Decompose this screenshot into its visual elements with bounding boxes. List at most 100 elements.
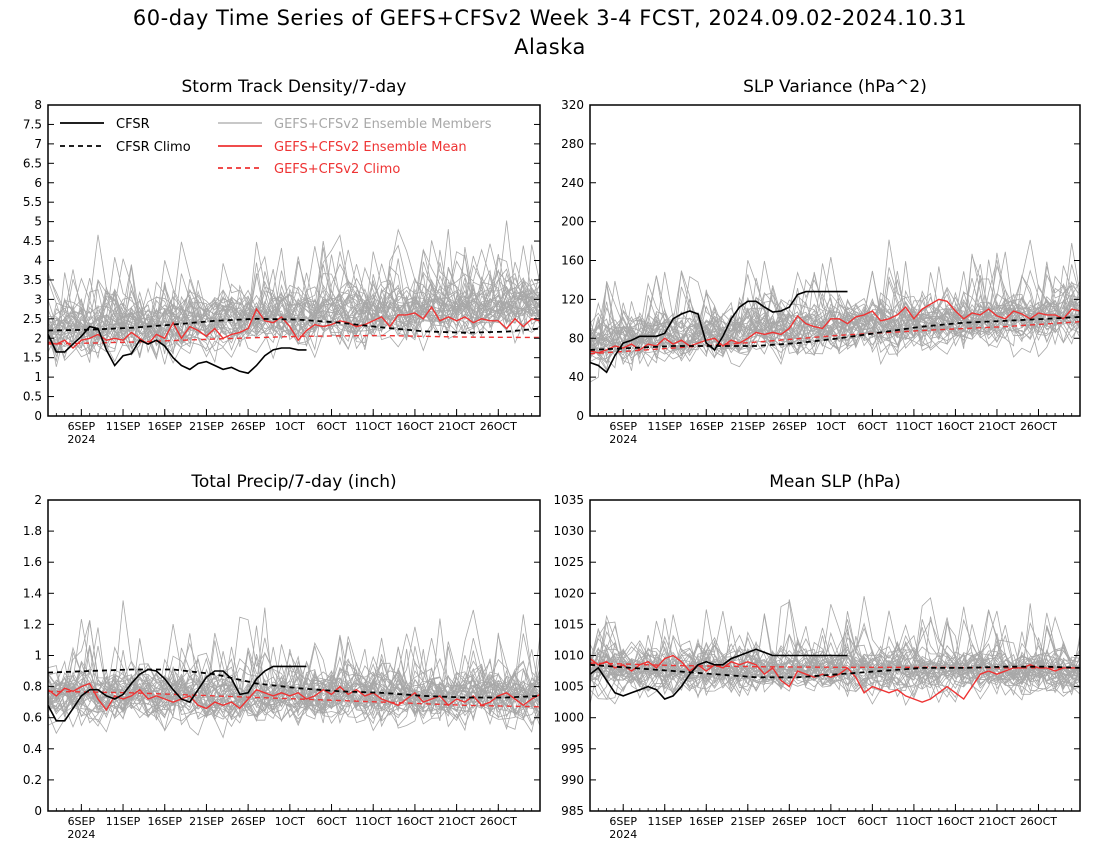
y-tick-label: 80 <box>569 331 584 345</box>
x-year-label: 2024 <box>609 828 637 841</box>
cfsr-climo-line <box>590 316 1080 351</box>
y-tick-label: 1005 <box>553 680 584 694</box>
y-tick-label: 1 <box>34 370 42 384</box>
ensemble-member-line <box>590 276 1080 367</box>
ensemble-member-line <box>48 251 540 367</box>
x-tick-label: 11OCT <box>895 815 932 828</box>
y-tick-label: 5.5 <box>23 195 42 209</box>
ensemble-members <box>48 600 540 739</box>
y-tick-label: 0.5 <box>23 390 42 404</box>
y-tick-label: 1.4 <box>23 586 42 600</box>
x-tick-label: 16OCT <box>396 420 433 433</box>
y-tick-label: 0.6 <box>23 711 42 725</box>
x-tick-label: 21SEP <box>189 815 224 828</box>
x-tick-label: 6SEP <box>609 420 637 433</box>
ensemble-member-line <box>590 260 1080 365</box>
y-tick-label: 1035 <box>553 493 584 507</box>
x-year-label: 2024 <box>609 433 637 446</box>
x-tick-label: 6SEP <box>68 815 96 828</box>
panel-title: Storm Track Density/7-day <box>182 77 407 97</box>
main-title: 60-day Time Series of GEFS+CFSv2 Week 3-… <box>0 4 1100 62</box>
ensemble-member-line <box>48 670 540 722</box>
plot-area <box>48 220 540 375</box>
ensemble-member-line <box>48 228 540 364</box>
y-tick-label: 1.6 <box>23 555 42 569</box>
cfsr-climo-line <box>48 668 540 699</box>
cfsr-climo-line <box>590 663 1080 679</box>
x-tick-label: 21SEP <box>189 420 224 433</box>
ensemble-member-line <box>48 264 540 363</box>
x-tick-label: 6OCT <box>316 420 346 433</box>
x-tick-label: 16SEP <box>147 815 182 828</box>
ensemble-mean-line <box>48 305 540 349</box>
ensemble-member-line <box>48 632 540 725</box>
y-tick-label: 2.5 <box>23 312 42 326</box>
x-tick-label: 16SEP <box>689 420 724 433</box>
ensemble-member-line <box>590 619 1080 697</box>
y-tick-label: 200 <box>561 215 584 229</box>
y-tick-label: 6.5 <box>23 156 42 170</box>
x-tick-label: 6SEP <box>609 815 637 828</box>
x-tick-label: 11SEP <box>106 420 141 433</box>
y-tick-label: 3 <box>34 292 42 306</box>
ensemble-members <box>590 596 1080 707</box>
y-tick-label: 0.4 <box>23 742 42 756</box>
title-line-2: Alaska <box>514 35 586 59</box>
x-tick-label: 16OCT <box>937 420 974 433</box>
y-tick-label: 1.5 <box>23 351 42 365</box>
ensemble-member-line <box>590 252 1080 372</box>
ensemble-member-line <box>590 288 1080 357</box>
y-tick-label: 1010 <box>553 649 584 663</box>
x-tick-label: 21SEP <box>731 420 766 433</box>
x-tick-label: 16OCT <box>937 815 974 828</box>
y-tick-label: 1025 <box>553 555 584 569</box>
y-tick-label: 280 <box>561 137 584 151</box>
ensemble-member-line <box>590 264 1080 360</box>
y-tick-label: 3.5 <box>23 273 42 287</box>
x-tick-label: 26SEP <box>772 815 807 828</box>
x-tick-label: 11SEP <box>647 815 682 828</box>
legend: CFSR CFSR Climo GEFS+CFSv2 Ensemble Member… <box>60 117 492 177</box>
y-tick-label: 1000 <box>553 711 584 725</box>
panel-title: Total Precip/7-day (inch) <box>190 472 396 492</box>
y-tick-label: 1015 <box>553 617 584 631</box>
legend-label: GEFS+CFSv2 Ensemble Mean <box>274 140 467 155</box>
x-year-label: 2024 <box>67 433 95 446</box>
ensemble-member-line <box>590 610 1080 698</box>
x-tick-label: 21OCT <box>438 815 475 828</box>
y-tick-label: 1030 <box>553 524 584 538</box>
y-tick-label: 160 <box>561 254 584 268</box>
x-tick-label: 21SEP <box>731 815 766 828</box>
x-tick-label: 21OCT <box>978 420 1015 433</box>
panel-1: Storm Track Density/7-day 0 0.5 1 1.5 2 2.5 3 3.… <box>23 77 541 446</box>
x-tick-label: 1OCT <box>275 815 305 828</box>
y-tick-label: 7.5 <box>23 117 42 131</box>
x-tick-label: 26OCT <box>480 420 517 433</box>
cfsr-line <box>48 325 307 375</box>
x-tick-label: 16SEP <box>689 815 724 828</box>
ensemble-member-line <box>48 637 540 732</box>
legend-label: GEFS+CFSv2 Climo <box>274 162 400 177</box>
x-tick-label: 16OCT <box>396 815 433 828</box>
y-tick-label: 40 <box>569 370 584 384</box>
y-tick-label: 4 <box>34 254 42 268</box>
ensemble-member-line <box>48 657 540 733</box>
y-tick-label: 5 <box>34 215 42 229</box>
cfsr-line <box>48 665 307 722</box>
x-tick-label: 11OCT <box>355 815 392 828</box>
x-tick-label: 26SEP <box>772 420 807 433</box>
x-tick-label: 6OCT <box>316 815 346 828</box>
y-tick-label: 990 <box>561 773 584 787</box>
y-tick-label: 995 <box>561 742 584 756</box>
x-tick-label: 21OCT <box>438 420 475 433</box>
plot-area <box>590 239 1080 383</box>
ensemble-mean-line <box>48 682 540 712</box>
y-tick-label: 2 <box>34 331 42 345</box>
ensemble-member-line <box>590 621 1080 690</box>
y-tick-label: 0 <box>34 804 42 818</box>
cfsr-climo-line <box>48 317 540 334</box>
cfsr-line <box>590 648 848 700</box>
ensemble-mean-line <box>590 654 1080 703</box>
x-tick-label: 26OCT <box>480 815 517 828</box>
y-tick-label: 0.2 <box>23 773 42 787</box>
